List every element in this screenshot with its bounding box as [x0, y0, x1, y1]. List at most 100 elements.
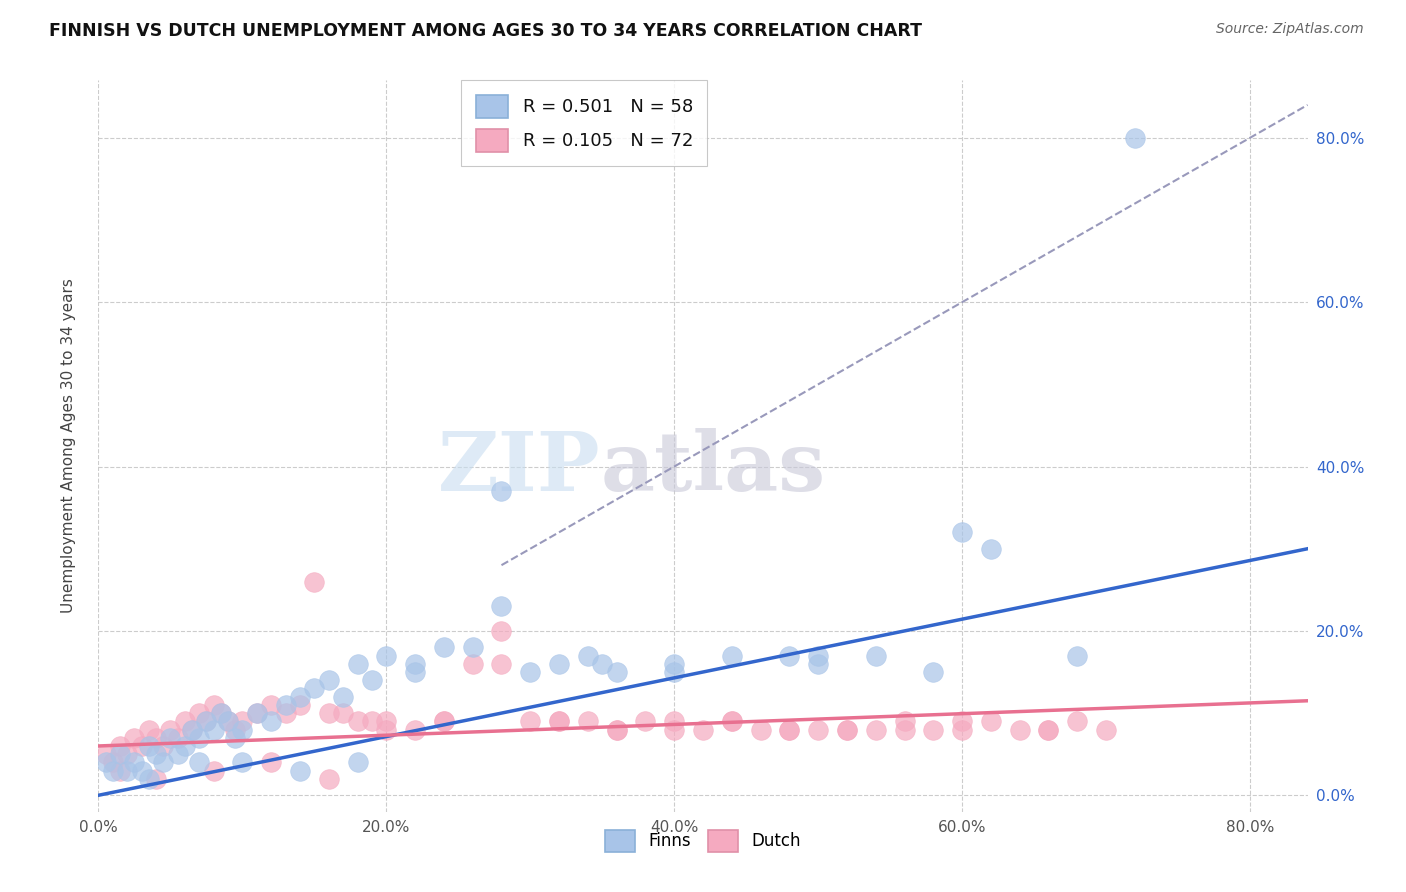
Point: [346, 714, 368, 729]
Point: [778, 723, 800, 737]
Point: [375, 723, 398, 737]
Point: [145, 747, 167, 762]
Point: [288, 764, 311, 778]
Point: [519, 665, 541, 679]
Point: [950, 723, 973, 737]
Point: [124, 756, 146, 770]
Point: [491, 484, 513, 499]
Point: [138, 739, 160, 753]
Point: [246, 706, 269, 720]
Point: [131, 764, 153, 778]
Point: [922, 723, 945, 737]
Point: [188, 756, 211, 770]
Point: [664, 714, 686, 729]
Point: [749, 723, 772, 737]
Point: [217, 714, 239, 729]
Point: [606, 723, 628, 737]
Point: [591, 657, 613, 671]
Point: [634, 714, 657, 729]
Point: [188, 731, 211, 745]
Point: [491, 657, 513, 671]
Point: [131, 739, 153, 753]
Point: [108, 764, 131, 778]
Point: [404, 657, 426, 671]
Point: [231, 714, 253, 729]
Point: [922, 665, 945, 679]
Point: [246, 706, 269, 720]
Point: [461, 640, 484, 655]
Text: FINNISH VS DUTCH UNEMPLOYMENT AMONG AGES 30 TO 34 YEARS CORRELATION CHART: FINNISH VS DUTCH UNEMPLOYMENT AMONG AGES…: [49, 22, 922, 40]
Point: [404, 665, 426, 679]
Point: [332, 690, 354, 704]
Point: [720, 714, 742, 729]
Point: [491, 624, 513, 638]
Point: [720, 714, 742, 729]
Point: [720, 648, 742, 663]
Point: [1123, 130, 1146, 145]
Point: [778, 723, 800, 737]
Point: [173, 739, 195, 753]
Point: [361, 673, 384, 688]
Point: [166, 747, 188, 762]
Point: [152, 756, 174, 770]
Point: [115, 764, 138, 778]
Point: [664, 665, 686, 679]
Point: [202, 698, 225, 712]
Point: [1038, 723, 1060, 737]
Point: [865, 648, 887, 663]
Text: atlas: atlas: [600, 428, 825, 508]
Point: [548, 714, 571, 729]
Point: [519, 714, 541, 729]
Point: [231, 756, 253, 770]
Point: [124, 731, 146, 745]
Point: [692, 723, 714, 737]
Point: [893, 723, 915, 737]
Point: [145, 731, 167, 745]
Point: [1038, 723, 1060, 737]
Point: [318, 772, 340, 786]
Point: [101, 764, 124, 778]
Y-axis label: Unemployment Among Ages 30 to 34 years: Unemployment Among Ages 30 to 34 years: [62, 278, 76, 614]
Point: [548, 714, 571, 729]
Point: [318, 673, 340, 688]
Point: [606, 665, 628, 679]
Point: [1008, 723, 1031, 737]
Point: [288, 698, 311, 712]
Point: [346, 756, 368, 770]
Point: [115, 747, 138, 762]
Point: [606, 723, 628, 737]
Point: [548, 657, 571, 671]
Point: [260, 756, 283, 770]
Point: [94, 756, 117, 770]
Point: [181, 723, 204, 737]
Point: [202, 764, 225, 778]
Point: [101, 756, 124, 770]
Point: [576, 714, 599, 729]
Point: [318, 706, 340, 720]
Point: [152, 739, 174, 753]
Point: [108, 747, 131, 762]
Point: [288, 690, 311, 704]
Point: [1095, 723, 1118, 737]
Point: [202, 723, 225, 737]
Point: [950, 714, 973, 729]
Point: [145, 772, 167, 786]
Point: [980, 541, 1002, 556]
Point: [404, 723, 426, 737]
Point: [304, 574, 326, 589]
Point: [664, 657, 686, 671]
Point: [181, 723, 204, 737]
Text: ZIP: ZIP: [437, 428, 600, 508]
Point: [835, 723, 858, 737]
Point: [807, 648, 830, 663]
Point: [138, 723, 160, 737]
Point: [260, 714, 283, 729]
Point: [491, 599, 513, 614]
Point: [375, 714, 398, 729]
Point: [224, 723, 246, 737]
Point: [778, 648, 800, 663]
Text: Source: ZipAtlas.com: Source: ZipAtlas.com: [1216, 22, 1364, 37]
Point: [274, 706, 297, 720]
Point: [209, 706, 232, 720]
Point: [664, 723, 686, 737]
